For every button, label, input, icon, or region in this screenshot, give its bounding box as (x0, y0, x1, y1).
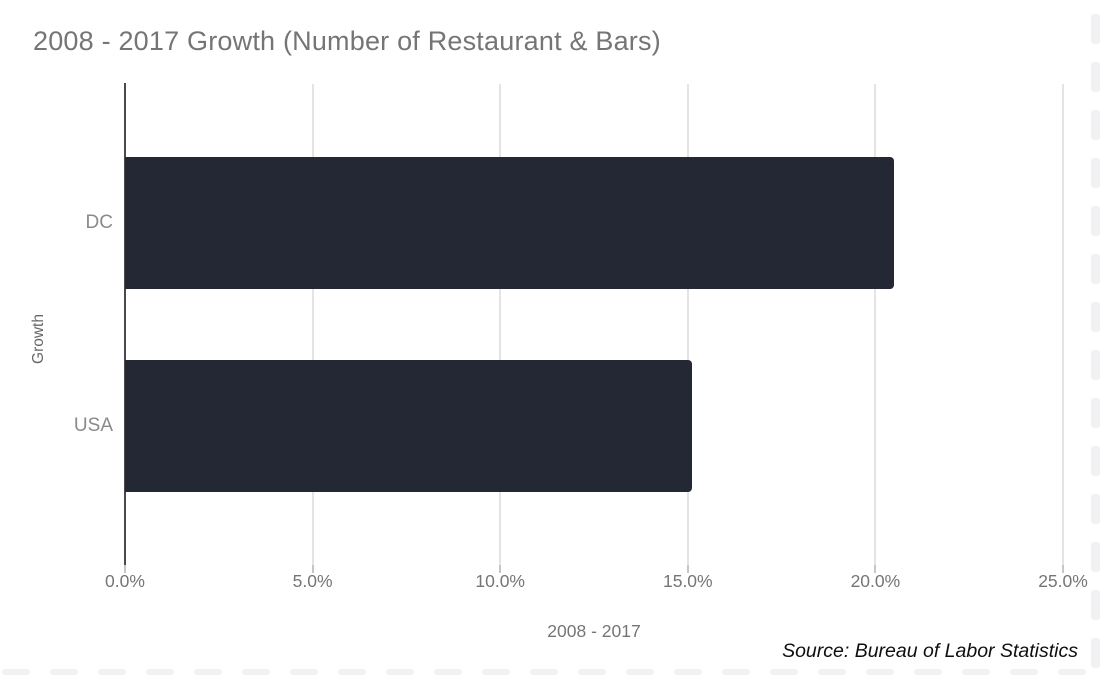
category-label-usa: USA (73, 415, 113, 436)
gridline (874, 84, 877, 565)
x-tick-label: 15.0% (662, 571, 713, 591)
edge-dash (1091, 638, 1100, 668)
edge-dash (626, 669, 654, 675)
gridline (311, 84, 314, 565)
chart-title: 2008 - 2017 Growth (Number of Restaurant… (33, 26, 661, 56)
edge-dash (98, 669, 126, 675)
edge-dash (482, 669, 510, 675)
source-note: Source: Bureau of Labor Statistics (782, 640, 1078, 662)
edge-dash (1091, 398, 1100, 428)
edge-dash (1091, 14, 1100, 44)
edge-dash (674, 669, 702, 675)
x-tick-mark (311, 565, 314, 573)
edge-dash (914, 669, 942, 675)
edge-dash (146, 669, 174, 675)
edge-dash (962, 669, 990, 675)
x-tick-mark (686, 565, 689, 573)
x-tick-label: 10.0% (475, 571, 525, 591)
edge-dash (434, 669, 462, 675)
x-tick-mark (1062, 565, 1064, 573)
x-tick-label: 25.0% (1038, 571, 1088, 591)
edge-dash (1091, 158, 1100, 188)
edge-dash (1091, 542, 1100, 572)
y-axis-title: Growth (30, 314, 47, 364)
x-tick-label: 0.0% (105, 571, 145, 591)
x-tick-label: 5.0% (292, 571, 333, 591)
x-tick-mark (874, 565, 877, 573)
edge-dash (1091, 62, 1100, 92)
gridline (686, 84, 689, 565)
x-axis-title: 2008 - 2017 (547, 621, 641, 641)
edge-dash (1091, 254, 1100, 284)
edge-dash (386, 669, 414, 675)
edge-dash (1091, 350, 1100, 380)
edge-dash (1091, 302, 1100, 332)
edge-dash (722, 669, 750, 675)
edge-dash (818, 669, 846, 675)
edge-dash (530, 669, 558, 675)
edge-dash (866, 669, 894, 675)
bar-usa (125, 360, 692, 492)
gridline (1062, 84, 1064, 565)
edge-dash (578, 669, 606, 675)
y-axis-line (124, 83, 126, 573)
edge-dash (1091, 494, 1100, 524)
edge-dash (1010, 669, 1038, 675)
edge-dash (1091, 206, 1100, 236)
x-tick-mark (124, 565, 126, 573)
edge-dash (1058, 669, 1086, 675)
gridline (499, 84, 502, 565)
edge-dash (338, 669, 366, 675)
edge-dash (1091, 590, 1100, 620)
edge-dash (290, 669, 318, 675)
x-tick-mark (499, 565, 502, 573)
category-label-dc: DC (85, 212, 113, 233)
edge-dash (1091, 446, 1100, 476)
edge-dash (2, 669, 30, 675)
edge-dash (242, 669, 270, 675)
edge-dash (770, 669, 798, 675)
edge-dash (50, 669, 78, 675)
bar-dc (125, 157, 895, 289)
x-tick-label: 20.0% (850, 571, 901, 591)
edge-dash (1091, 110, 1100, 140)
edge-dash (194, 669, 222, 675)
